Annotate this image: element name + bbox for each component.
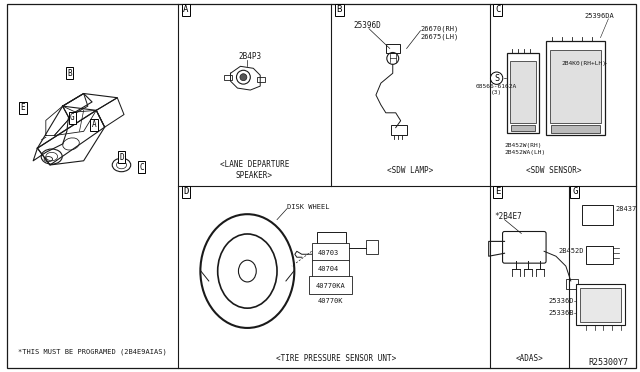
Bar [391,125,406,135]
Circle shape [240,74,247,81]
Bar [308,276,352,294]
Text: *2B4E7: *2B4E7 [495,212,522,221]
Bar [546,41,605,135]
Text: <SDW LAMP>: <SDW LAMP> [387,166,434,175]
Bar [566,279,578,289]
Text: G: G [572,187,577,196]
Text: B: B [337,6,342,15]
Text: D: D [183,187,189,196]
Text: 2B452WA(LH): 2B452WA(LH) [504,150,546,155]
Text: A: A [92,120,97,129]
Text: <LANE DEPARTURE
SPEAKER>: <LANE DEPARTURE SPEAKER> [220,160,289,180]
Bar [257,77,265,82]
Bar [223,75,232,80]
FancyBboxPatch shape [502,231,546,263]
Text: E: E [20,103,25,112]
Text: 40704: 40704 [317,266,339,272]
Bar [580,288,621,321]
Text: R25300Y7: R25300Y7 [588,357,628,366]
Text: 26675(LH): 26675(LH) [420,33,459,40]
Bar [576,284,625,326]
Text: <SDW SENSOR>: <SDW SENSOR> [526,166,582,175]
Bar [366,240,378,254]
Text: 08566-6162A: 08566-6162A [476,84,517,89]
Text: 40770KA: 40770KA [316,283,346,289]
Text: 2B452D: 2B452D [558,248,584,254]
Text: E: E [495,187,500,196]
Text: 25336B: 25336B [548,310,574,315]
Text: 25396DA: 25396DA [584,13,614,19]
Text: 25396D: 25396D [353,21,381,30]
Text: 40770K: 40770K [317,298,343,304]
Text: (3): (3) [491,90,502,94]
Bar [386,44,399,54]
Text: <TIRE PRESSURE SENSOR UNT>: <TIRE PRESSURE SENSOR UNT> [276,354,397,363]
Bar [312,243,349,261]
Text: 2B4P3: 2B4P3 [239,52,262,61]
Text: C: C [495,6,500,15]
Bar [317,231,346,256]
Bar [582,205,613,225]
Bar [508,54,539,132]
Text: 25336D: 25336D [548,298,574,304]
Text: 2B4K0(RH+LH): 2B4K0(RH+LH) [561,61,607,66]
Text: 28437: 28437 [615,206,637,212]
Bar [550,51,602,123]
Text: <ADAS>: <ADAS> [515,354,543,363]
Bar [586,246,613,264]
Text: B: B [67,69,72,78]
Bar [511,125,535,131]
Text: *THIS MUST BE PROGRAMED (2B4E9AIAS): *THIS MUST BE PROGRAMED (2B4E9AIAS) [18,349,166,355]
Bar [511,61,536,123]
Bar [312,260,349,278]
Text: G: G [70,113,75,122]
Text: C: C [140,163,144,172]
Text: 26670(RH): 26670(RH) [420,25,459,32]
Text: 2B452W(RH): 2B452W(RH) [504,143,542,148]
Bar [551,125,600,132]
Text: 40703: 40703 [317,250,339,256]
Text: DISK WHEEL: DISK WHEEL [287,204,330,210]
Text: S: S [494,74,499,83]
Text: D: D [120,153,124,162]
Text: A: A [183,6,189,15]
